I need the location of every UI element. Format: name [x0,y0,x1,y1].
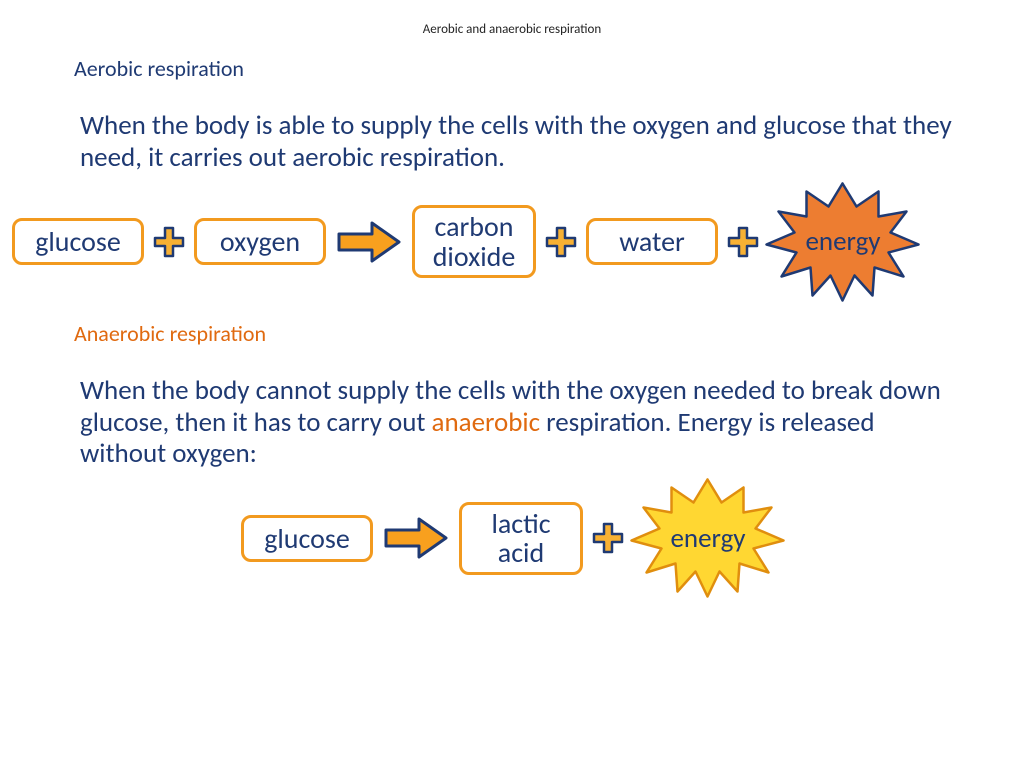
energy-star-2: energy [633,488,783,588]
energy-star: energy [768,192,918,292]
term-water: water [586,218,718,265]
anaerobic-equation: glucose lacticacid energy [0,488,1024,588]
arrow-icon [381,513,451,563]
plus-icon [544,225,578,259]
anaerobic-heading: Anaerobic respiration [74,320,1024,347]
aerobic-equation: glucose oxygen carbondioxide water energ… [12,192,1024,292]
term-oxygen: oxygen [194,218,326,265]
term-carbon-dioxide: carbondioxide [412,205,536,278]
energy-label-2: energy [670,522,745,555]
term-lactic-acid: lacticacid [459,502,583,575]
plus-icon [152,225,186,259]
term-glucose: glucose [12,218,144,265]
energy-label: energy [805,225,880,258]
term-glucose-2: glucose [241,515,373,562]
anaerobic-body: When the body cannot supply the cells wi… [80,375,954,471]
plus-icon [726,225,760,259]
aerobic-heading: Aerobic respiration [74,55,1024,82]
page-title: Aerobic and anaerobic respiration [0,22,1024,37]
plus-icon [591,521,625,555]
arrow-icon [334,217,404,267]
anaerobic-body-highlight: anaerobic [432,406,541,439]
aerobic-body: When the body is able to supply the cell… [80,110,954,174]
